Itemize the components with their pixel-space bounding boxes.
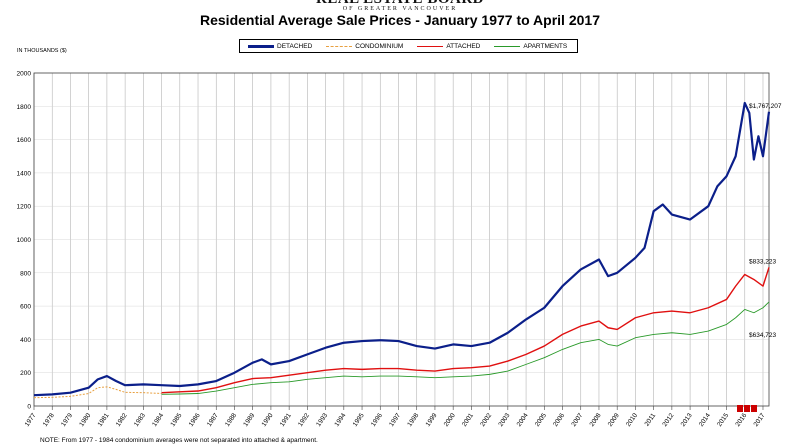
y-tick-label: 1000 — [17, 237, 32, 244]
x-tick-label: 1978 — [42, 412, 56, 428]
legend-label-condominium: CONDOMINIUM — [355, 42, 404, 50]
y-tick-label: 400 — [20, 337, 31, 344]
legend-swatch-condominium — [326, 45, 353, 47]
x-tick-label: 2005 — [534, 412, 548, 428]
org-logo: REAL ESTATE BOARD — [0, 0, 800, 8]
x-tick-label: 1988 — [224, 412, 238, 428]
legend-swatch-apartments — [494, 45, 521, 47]
y-tick-label: 2000 — [17, 71, 32, 78]
legend-item-condominium: CONDOMINIUM — [326, 43, 403, 50]
x-tick-label: 2003 — [497, 412, 511, 428]
x-tick-label: 1992 — [297, 412, 311, 428]
x-tick-label: 2010 — [625, 412, 639, 428]
x-tick-label: 2006 — [552, 412, 566, 428]
legend-label-attached: ATTACHED — [446, 42, 481, 50]
x-tick-label: 2016 — [734, 412, 748, 428]
x-tick-label: 1982 — [115, 412, 129, 428]
x-tick-label: 2004 — [516, 412, 530, 428]
mls-logo-block-3 — [751, 405, 757, 412]
chart-grid — [33, 72, 769, 407]
x-tick-label: 1990 — [261, 412, 275, 428]
chart-title: Residential Average Sale Prices - Januar… — [200, 12, 600, 28]
y-tick-label: 1600 — [17, 137, 32, 144]
x-tick-label: 1977 — [24, 412, 38, 428]
x-tick-label: 2000 — [443, 412, 457, 428]
x-tick-label: 2007 — [570, 412, 584, 428]
y-axis-unit-label: IN THOUSANDS ($) — [17, 48, 67, 54]
x-tick-label: 1985 — [169, 412, 183, 428]
x-tick-label: 1980 — [78, 412, 92, 428]
x-tick-label: 2001 — [461, 412, 475, 428]
annotation-detached: $1,767,207 — [749, 103, 782, 110]
x-tick-label: 1984 — [151, 412, 165, 428]
x-tick-label: 1979 — [60, 412, 74, 428]
chart-axes — [33, 72, 770, 410]
series-line-detached — [33, 101, 771, 397]
x-tick-label: 2013 — [680, 412, 694, 428]
y-tick-label: 0 — [27, 404, 31, 411]
mls-logo-block-2 — [744, 405, 750, 412]
series-line-condominium — [33, 386, 162, 399]
plot-frame — [33, 72, 770, 407]
y-tick-label: 200 — [20, 370, 31, 377]
x-tick-label: 1981 — [97, 412, 111, 428]
annotation-attached: $833,223 — [749, 258, 776, 265]
y-tick-label: 600 — [20, 304, 31, 311]
annotation-apartments: $634,723 — [749, 332, 776, 339]
x-tick-label: 2017 — [753, 412, 767, 428]
x-tick-label: 2008 — [589, 412, 603, 428]
y-tick-label: 800 — [20, 270, 31, 277]
legend-item-apartments: APARTMENTS — [494, 43, 567, 50]
legend-swatch-attached — [417, 45, 444, 47]
x-tick-label: 2011 — [644, 412, 658, 428]
x-tick-label: 1994 — [333, 412, 347, 428]
x-tick-label: 1983 — [133, 412, 147, 428]
chart-series — [33, 101, 771, 399]
x-tick-label: 1986 — [188, 412, 202, 428]
x-tick-label: 1989 — [242, 412, 256, 428]
chart-legend: DETACHED CONDOMINIUM ATTACHED APARTMENTS — [239, 39, 578, 53]
legend-label-detached: DETACHED — [277, 42, 313, 50]
series-line-apartments — [161, 301, 770, 395]
legend-item-detached: DETACHED — [248, 43, 312, 50]
chart-footnote: NOTE: From 1977 - 1984 condominium avera… — [40, 437, 318, 444]
mls-logo-block-1 — [737, 405, 743, 412]
x-tick-label: 2009 — [607, 412, 621, 428]
x-tick-labels: 1977 1978 1979 1980 1981 1982 1983 1984 1985 1986… — [24, 412, 767, 428]
legend-swatch-detached — [248, 44, 274, 48]
x-tick-label: 1993 — [315, 412, 329, 428]
x-tick-label: 2012 — [661, 412, 675, 428]
x-tick-label: 1999 — [425, 412, 439, 428]
x-tick-label: 2014 — [698, 412, 712, 428]
x-tick-label: 2002 — [479, 412, 493, 428]
x-tick-label: 1998 — [406, 412, 420, 428]
y-tick-label: 1400 — [17, 170, 32, 177]
mls-logo-badge — [737, 405, 757, 412]
x-tick-label: 1991 — [279, 412, 293, 428]
x-tick-label: 1997 — [388, 412, 402, 428]
x-tick-label: 1995 — [352, 412, 366, 428]
x-tick-label: 2015 — [716, 412, 730, 428]
y-tick-label: 1200 — [17, 204, 32, 211]
legend-label-apartments: APARTMENTS — [523, 42, 568, 50]
org-subtitle: OF GREATER VANCOUVER — [342, 6, 458, 12]
x-tick-label: 1987 — [206, 412, 220, 428]
x-tick-label: 1996 — [370, 412, 384, 428]
y-tick-label: 1800 — [17, 104, 32, 111]
chart-annotations: $1,767,207 $833,223 $634,723 — [749, 103, 782, 339]
series-line-attached — [161, 267, 770, 394]
y-tick-labels: 0 200 400 600 800 1000 1200 1400 1600 1800 2000 — [17, 71, 32, 411]
legend-item-attached: ATTACHED — [417, 43, 480, 50]
